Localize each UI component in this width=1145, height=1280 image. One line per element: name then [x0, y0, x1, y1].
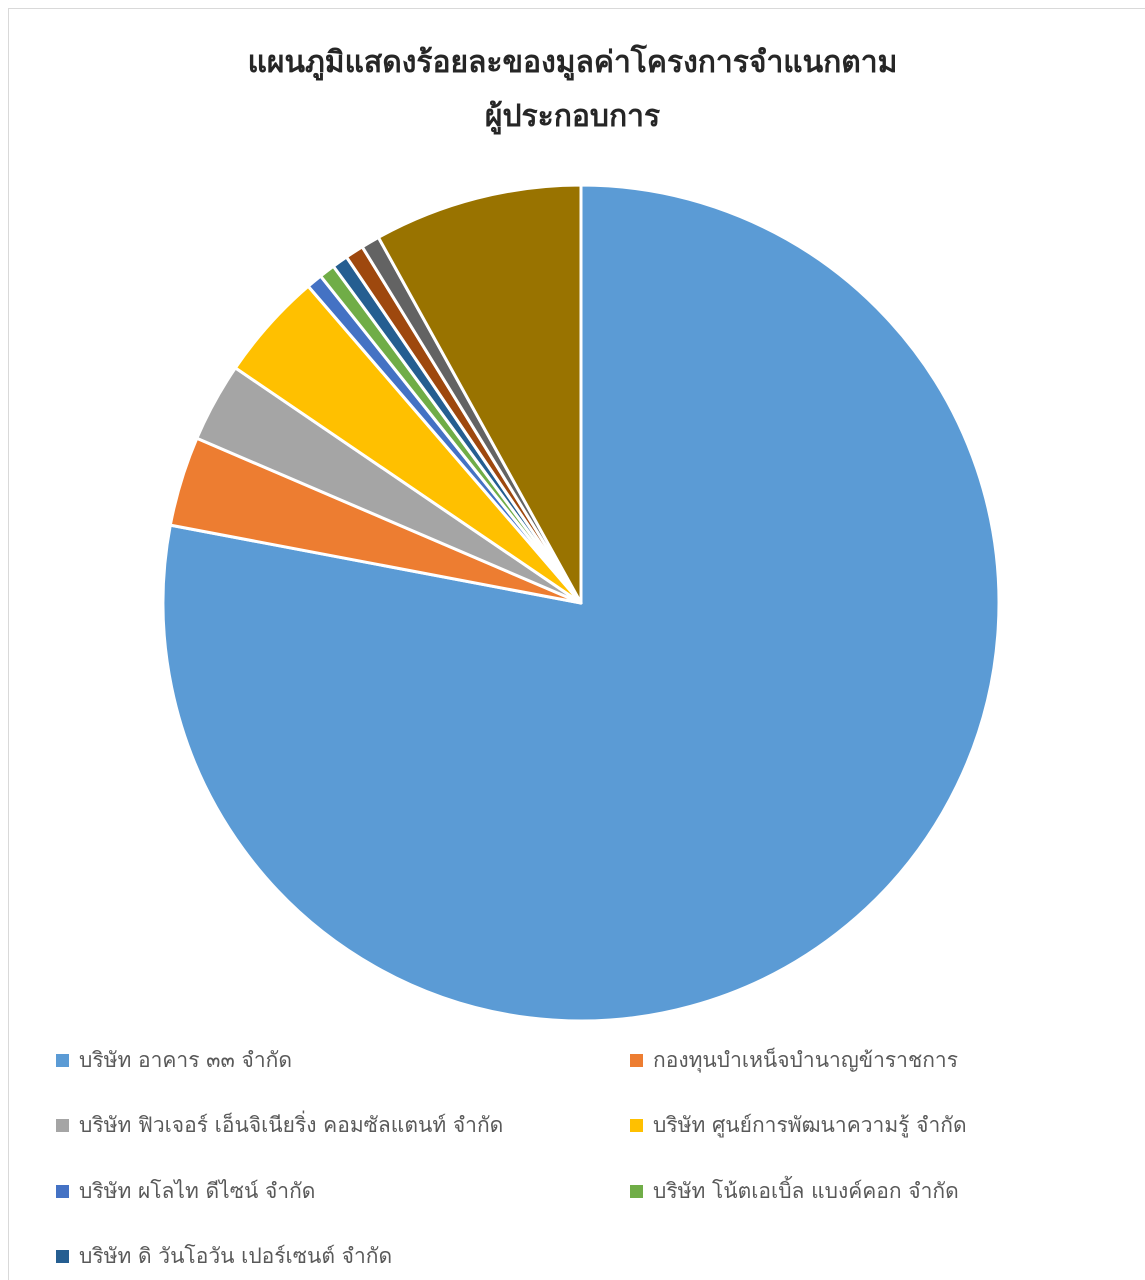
legend-item-6: บริษัท โน้ตเอเบิ้ล แบงค์คอก จำกัด	[630, 1175, 959, 1208]
legend-label: บริษัท อาคาร ๓๓ จำกัด	[79, 1048, 293, 1072]
legend-label: บริษัท ฟิวเจอร์ เอ็นจิเนียริ่ง คอมซัลแตน…	[79, 1113, 504, 1137]
chart-title: แผนภูมิแสดงร้อยละของมูลค่าโครงการจำแนกตา…	[0, 36, 1145, 144]
legend-item-4: บริษัท ศูนย์การพัฒนาความรู้ จำกัด	[630, 1109, 967, 1142]
legend-swatch	[630, 1054, 643, 1067]
legend-item-3: บริษัท ฟิวเจอร์ เอ็นจิเนียริ่ง คอมซัลแตน…	[56, 1109, 503, 1142]
legend-swatch	[56, 1250, 69, 1263]
legend: บริษัท อาคาร ๓๓ จำกัด กองทุนบำเหน็จบำนาญข…	[0, 1030, 1145, 1280]
legend-label: กองทุนบำเหน็จบำนาญข้าราชการ	[653, 1048, 959, 1072]
legend-swatch	[630, 1119, 643, 1132]
legend-swatch	[56, 1054, 69, 1067]
legend-item-5: บริษัท ผโลไท ดีไซน์ จำกัด	[56, 1175, 315, 1208]
legend-swatch	[56, 1119, 69, 1132]
chart-title-line-1: แผนภูมิแสดงร้อยละของมูลค่าโครงการจำแนกตา…	[247, 45, 898, 80]
legend-label: บริษัท ศูนย์การพัฒนาความรู้ จำกัด	[653, 1113, 967, 1137]
legend-label: บริษัท ผโลไท ดีไซน์ จำกัด	[79, 1179, 316, 1203]
pie-chart	[161, 183, 1001, 1023]
legend-swatch	[56, 1185, 69, 1198]
legend-item-1: บริษัท อาคาร ๓๓ จำกัด	[56, 1044, 292, 1077]
pie-slice-10	[376, 183, 583, 605]
legend-label: บริษัท ดิ วันโอวัน เปอร์เซนต์ จำกัด	[79, 1244, 393, 1268]
legend-label: บริษัท โน้ตเอเบิ้ล แบงค์คอก จำกัด	[653, 1179, 959, 1203]
legend-item-7: บริษัท ดิ วันโอวัน เปอร์เซนต์ จำกัด	[56, 1240, 392, 1273]
legend-swatch	[630, 1185, 643, 1198]
legend-item-2: กองทุนบำเหน็จบำนาญข้าราชการ	[630, 1044, 958, 1077]
chart-title-line-2: ผู้ประกอบการ	[484, 99, 661, 134]
